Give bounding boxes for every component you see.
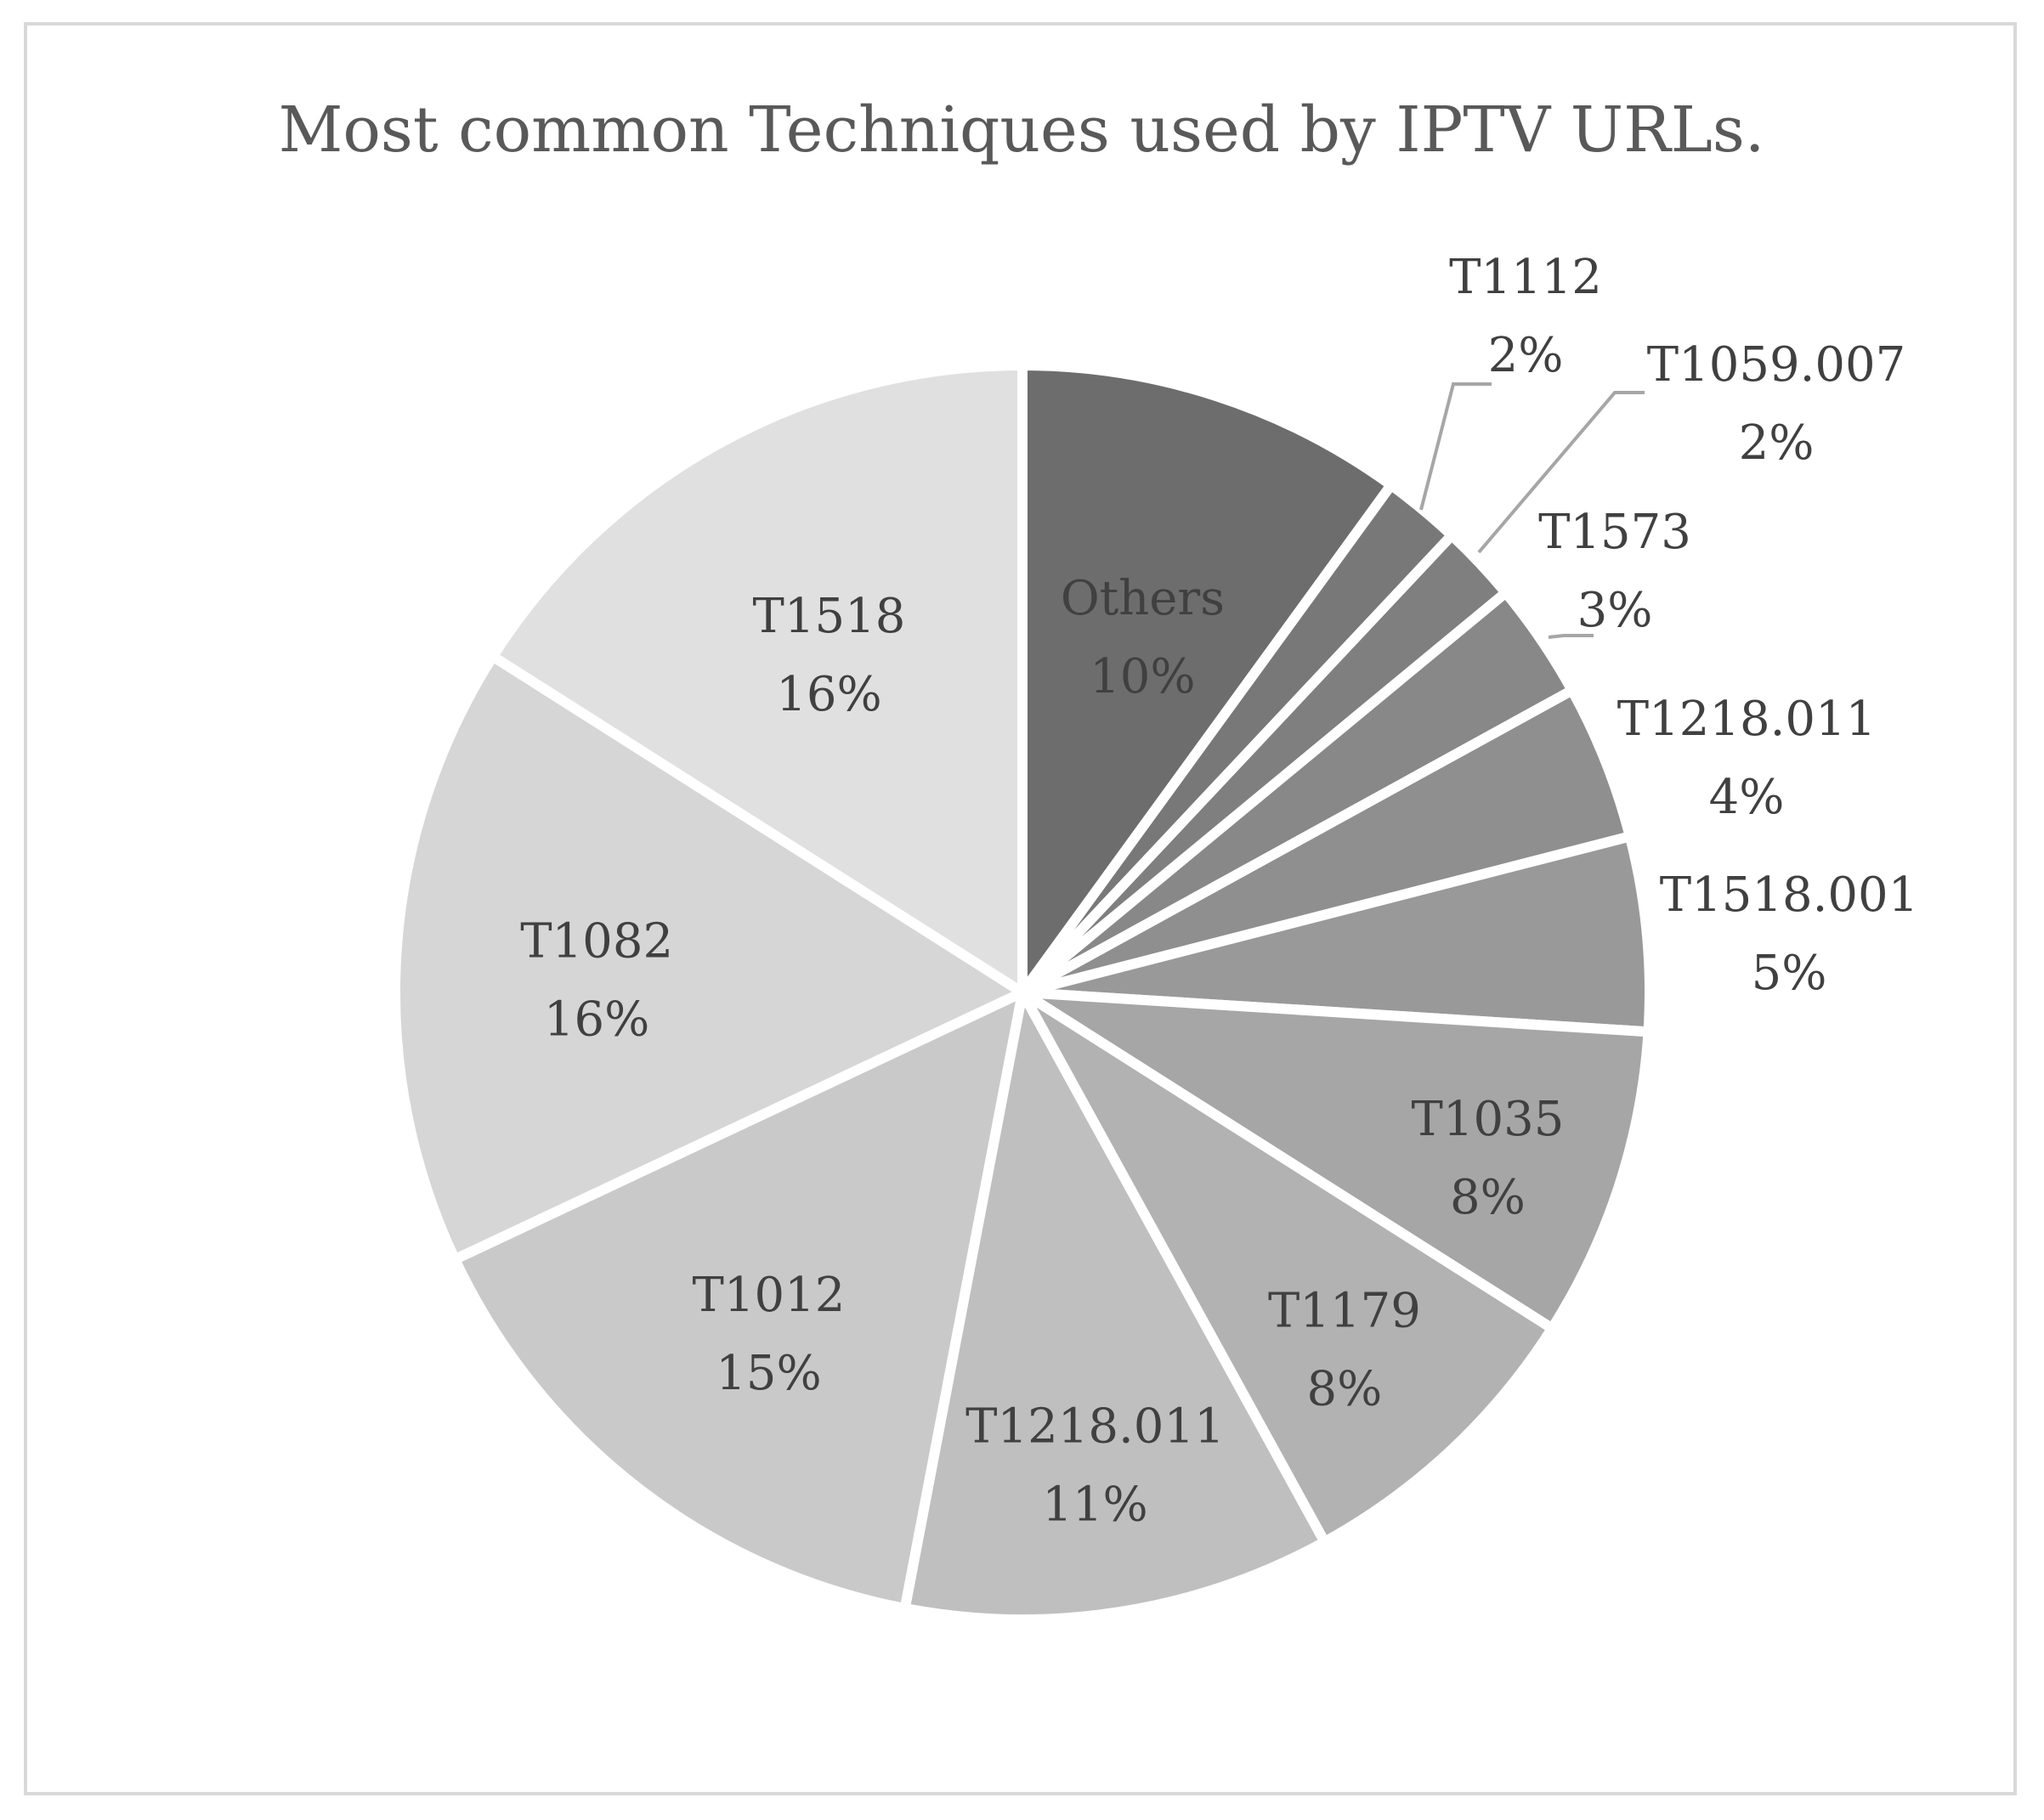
leader-line-4: [1548, 634, 1594, 639]
leader-line-3: [1477, 391, 1645, 554]
leader-line-2: [1419, 382, 1492, 511]
leader-lines: [1419, 382, 1645, 639]
slice-label-5: T1218.011: [1617, 692, 1877, 747]
pie-slice-8: [1017, 987, 1558, 1547]
slice-value-label-7: 8%: [1450, 1170, 1526, 1225]
slice-label-12: T1518: [753, 589, 906, 644]
slice-label-11: T1082: [520, 913, 673, 969]
slice-value-label-11: 16%: [544, 992, 649, 1047]
slice-label-10: T1012: [693, 1268, 846, 1323]
slice-label-1: Others: [1061, 571, 1225, 626]
slice-value-label-12: 16%: [776, 667, 881, 722]
slice-label-6: T1518.001: [1660, 868, 1919, 923]
slice-value-label-5: 4%: [1709, 770, 1785, 825]
slice-value-label-1: 10%: [1090, 649, 1195, 704]
data-labels: Others 10% T1112 2% T1059.007 2% T1573 3% T1218.…: [520, 250, 1918, 1532]
slice-value-label-9: 11%: [1042, 1477, 1147, 1532]
slice-value-label-3: 2%: [1739, 415, 1815, 471]
slice-value-label-8: 8%: [1306, 1361, 1382, 1416]
slice-label-8: T1179: [1268, 1283, 1421, 1338]
slice-label-7: T1035: [1412, 1092, 1565, 1147]
pie-slice-7: [1017, 987, 1654, 1334]
slice-label-4: T1573: [1538, 505, 1691, 560]
slice-value-label-4: 3%: [1577, 583, 1653, 638]
chart-title: Most common Techniques used by IPTV URLs…: [279, 93, 1765, 167]
slice-label-2: T1112: [1449, 250, 1602, 305]
slice-value-label-6: 5%: [1752, 946, 1827, 1001]
pie-slices: [390, 360, 1655, 1625]
slice-value-label-10: 15%: [716, 1346, 821, 1401]
pie-slice-10: [450, 987, 1028, 1614]
slice-label-3: T1059.007: [1647, 337, 1906, 393]
pie-slice-12: [487, 360, 1028, 998]
pie-slice-6: [1017, 831, 1655, 1037]
pie-slice-1: [1017, 360, 1396, 998]
pie-slice-11: [390, 651, 1028, 1265]
pie-slice-9: [899, 987, 1330, 1625]
slice-label-9: T1218.011: [965, 1399, 1225, 1454]
slice-value-label-2: 2%: [1488, 328, 1564, 383]
